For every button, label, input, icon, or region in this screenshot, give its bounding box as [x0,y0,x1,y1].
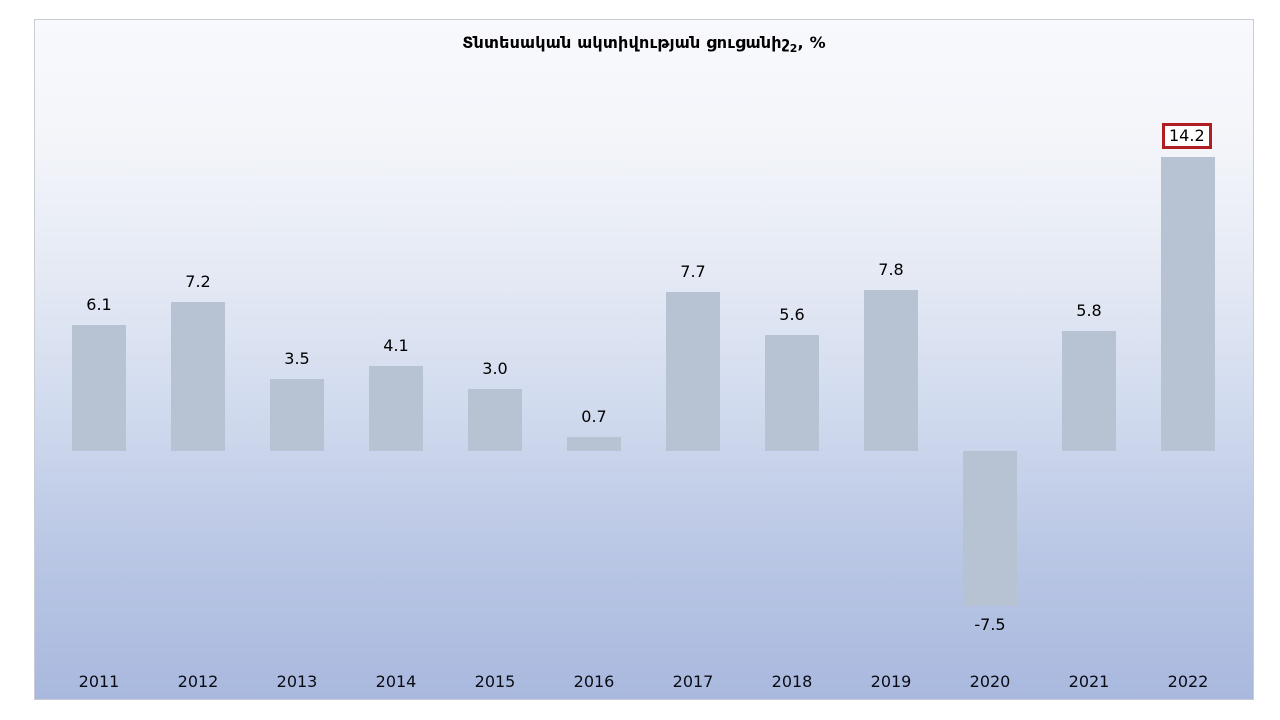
bar-2015 [468,388,522,451]
chart-title: Տնտեսական ակտիվության ցուցանիշ2, % [35,33,1253,56]
x-axis-label-2021: 2021 [1068,672,1110,691]
bar-2013 [270,378,324,451]
x-axis-label-2019: 2019 [870,672,912,691]
bar-2017 [666,291,720,451]
chart-title-subscript: 2 [789,42,798,56]
bar-2016 [567,436,621,451]
bar-value-label-2020: -7.5 [974,615,1006,635]
bar-2018 [765,335,819,451]
bar-value-label-2022: 14.2 [1162,123,1212,150]
x-axis-label-2016: 2016 [573,672,615,691]
bar-2011 [72,324,126,451]
chart-title-suffix: , % [797,33,826,52]
x-axis-label-2022: 2022 [1167,672,1209,691]
bar-value-label-2012: 7.2 [185,271,211,291]
x-axis-label-2020: 2020 [969,672,1011,691]
bar-2014 [369,366,423,451]
x-axis-label-2017: 2017 [672,672,714,691]
bar-value-label-2019: 7.8 [878,259,904,279]
bar-2012 [171,301,225,451]
x-axis-label-2015: 2015 [474,672,516,691]
bar-value-label-2018: 5.6 [779,305,805,325]
chart-area: Տնտեսական ակտիվության ցուցանիշ2, % 6.1 20… [34,19,1254,700]
bar-value-label-2016: 0.7 [581,406,607,426]
x-axis-label-2018: 2018 [771,672,813,691]
bar-2019 [864,289,918,451]
bar-2022 [1161,157,1215,451]
x-axis-label-2012: 2012 [177,672,219,691]
bar-plot: 6.1 2011 7.2 2012 3.5 2013 4.1 2014 3.0 2015 0.7 20… [35,20,1253,699]
bar-value-label-2011: 6.1 [86,294,112,314]
bar-value-label-2014: 4.1 [383,336,409,356]
x-axis-label-2011: 2011 [78,672,120,691]
x-axis-label-2014: 2014 [375,672,417,691]
x-axis-label-2013: 2013 [276,672,318,691]
bar-value-label-2013: 3.5 [284,348,310,368]
bar-value-label-2021: 5.8 [1076,300,1102,320]
bar-value-label-2017: 7.7 [680,261,706,281]
bar-2021 [1062,330,1116,451]
bar-2020 [963,451,1017,607]
bar-value-label-2015: 3.0 [482,358,508,378]
chart-title-text: Տնտեսական ակտիվության ցուցանիշ [462,33,790,52]
